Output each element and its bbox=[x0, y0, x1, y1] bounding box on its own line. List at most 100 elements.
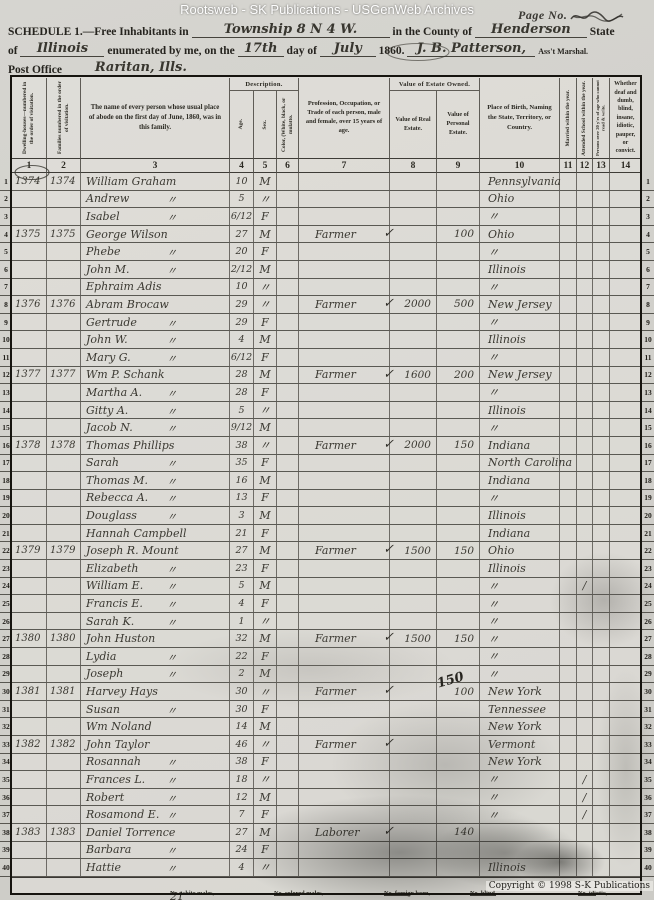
cell-birthplace: 〃 bbox=[480, 384, 560, 401]
cell-occupation bbox=[299, 718, 390, 735]
cell-real-estate bbox=[390, 348, 437, 366]
county-value: Henderson bbox=[490, 22, 571, 37]
cell-married bbox=[560, 524, 577, 542]
cell-occupation bbox=[299, 208, 390, 225]
cell-sex: 〃 bbox=[254, 736, 277, 753]
cell-personal-estate bbox=[437, 753, 480, 771]
cell-dwelling bbox=[12, 859, 47, 876]
cell-personal-estate bbox=[437, 648, 480, 665]
cell-real-estate bbox=[390, 683, 437, 700]
cell-school: / bbox=[577, 577, 593, 595]
cell-sex: F bbox=[254, 243, 277, 260]
cell-birthplace: North Carolina bbox=[480, 454, 572, 472]
cell-name: Jacob N. 〃 bbox=[81, 419, 230, 436]
cell-dwelling: 1375 bbox=[12, 225, 47, 243]
cell-personal-estate bbox=[437, 489, 480, 507]
cell-color bbox=[277, 401, 299, 419]
month-value: July bbox=[333, 41, 362, 56]
surname-ditto: 〃 bbox=[166, 406, 177, 418]
row-number-left: 9 bbox=[4, 317, 8, 327]
cell-dwelling: 1376 bbox=[12, 296, 47, 313]
col-number-8: 8 bbox=[390, 158, 437, 173]
cell-occupation bbox=[299, 384, 390, 401]
day-of-label: day of bbox=[286, 45, 317, 57]
row-number-right: 25 bbox=[644, 599, 652, 609]
cell-family bbox=[47, 489, 81, 507]
cell-family: 1381 bbox=[47, 683, 81, 700]
cell-family bbox=[47, 331, 81, 348]
cell-age: 3 bbox=[230, 507, 254, 524]
col-number-1: 1 bbox=[12, 158, 47, 173]
cell-sex: F bbox=[254, 313, 277, 331]
row-number-right: 40 bbox=[644, 862, 652, 872]
cell-family bbox=[47, 788, 81, 806]
row-number-left: 26 bbox=[2, 616, 10, 626]
row-number-right: 27 bbox=[644, 634, 652, 644]
cell-married bbox=[560, 718, 577, 735]
cell-occupation bbox=[299, 560, 390, 577]
cell-name: Daniel Torrence bbox=[81, 823, 230, 841]
row-number-left: 33 bbox=[2, 739, 10, 749]
cell-real-estate bbox=[390, 753, 437, 771]
cell-age: 5 bbox=[230, 577, 254, 595]
col-number-3: 3 bbox=[81, 158, 230, 173]
cell-cannot-read bbox=[593, 595, 610, 612]
cell-occupation bbox=[299, 507, 390, 524]
cell-age: 23 bbox=[230, 560, 254, 577]
cell-name: Thomas M. 〃 bbox=[81, 472, 230, 489]
cell-married bbox=[560, 630, 577, 648]
cell-family: 1383 bbox=[47, 823, 81, 841]
cell-family bbox=[47, 700, 81, 718]
cell-dwelling bbox=[12, 753, 47, 771]
cell-birthplace: 〃 bbox=[480, 806, 560, 823]
cell-occupation: Farmer ✓ bbox=[299, 630, 394, 648]
surname-ditto: 〃 bbox=[166, 564, 177, 576]
cell-occupation bbox=[299, 419, 390, 436]
cell-sex: M bbox=[254, 788, 277, 806]
cell-dwelling bbox=[12, 243, 47, 260]
cell-school bbox=[577, 859, 593, 876]
cell-occupation bbox=[299, 260, 390, 278]
cell-family: 1378 bbox=[47, 436, 81, 454]
col-header-personal-estate: Value of Personal Estate. bbox=[437, 91, 480, 158]
cell-color bbox=[277, 366, 299, 384]
cell-cannot-read bbox=[593, 788, 610, 806]
cell-cannot-read bbox=[593, 753, 610, 771]
cell-personal-estate bbox=[437, 665, 480, 683]
county-field: Henderson bbox=[474, 22, 587, 38]
cell-condition bbox=[610, 507, 642, 524]
cell-age: 21 bbox=[230, 524, 254, 542]
cell-sex: M bbox=[254, 630, 277, 648]
cell-sex: M bbox=[254, 260, 277, 278]
cell-birthplace: Indiana bbox=[480, 436, 560, 454]
cell-name: William E. 〃 bbox=[81, 577, 230, 595]
cell-birthplace: 〃 bbox=[480, 243, 560, 260]
col-number-2: 2 bbox=[47, 158, 81, 173]
cell-birthplace bbox=[480, 823, 560, 841]
cell-occupation: Farmer ✓ bbox=[299, 366, 394, 384]
cell-occupation bbox=[299, 806, 390, 823]
cell-personal-estate bbox=[437, 859, 480, 876]
marshal-title: Ass't Marshal. bbox=[538, 47, 589, 56]
cell-personal-estate: 150 bbox=[437, 436, 480, 454]
cell-school bbox=[577, 841, 593, 859]
row-number-left: 2 bbox=[4, 194, 8, 204]
cell-condition bbox=[610, 612, 642, 630]
surname-ditto: 〃 bbox=[166, 336, 177, 348]
census-row: 19 Rebecca A. 〃 13 F 〃 19 bbox=[0, 489, 654, 508]
cell-birthplace bbox=[480, 841, 560, 859]
census-row: 22 1379 1379 Joseph R. Mount 27 M Farmer… bbox=[0, 542, 654, 561]
cell-real-estate bbox=[390, 472, 437, 489]
cell-name: John W. 〃 bbox=[81, 331, 230, 348]
cell-cannot-read bbox=[593, 225, 610, 243]
census-row: 13 Martha A. 〃 28 F 〃 13 bbox=[0, 384, 654, 402]
cell-condition bbox=[610, 472, 642, 489]
row-number-left: 36 bbox=[2, 792, 10, 802]
cell-color bbox=[277, 173, 299, 190]
cell-cannot-read bbox=[593, 489, 610, 507]
cell-color bbox=[277, 788, 299, 806]
cell-occupation bbox=[299, 788, 390, 806]
cell-condition bbox=[610, 313, 642, 331]
cell-cannot-read bbox=[593, 454, 610, 472]
cell-birthplace: 〃 bbox=[480, 595, 560, 612]
